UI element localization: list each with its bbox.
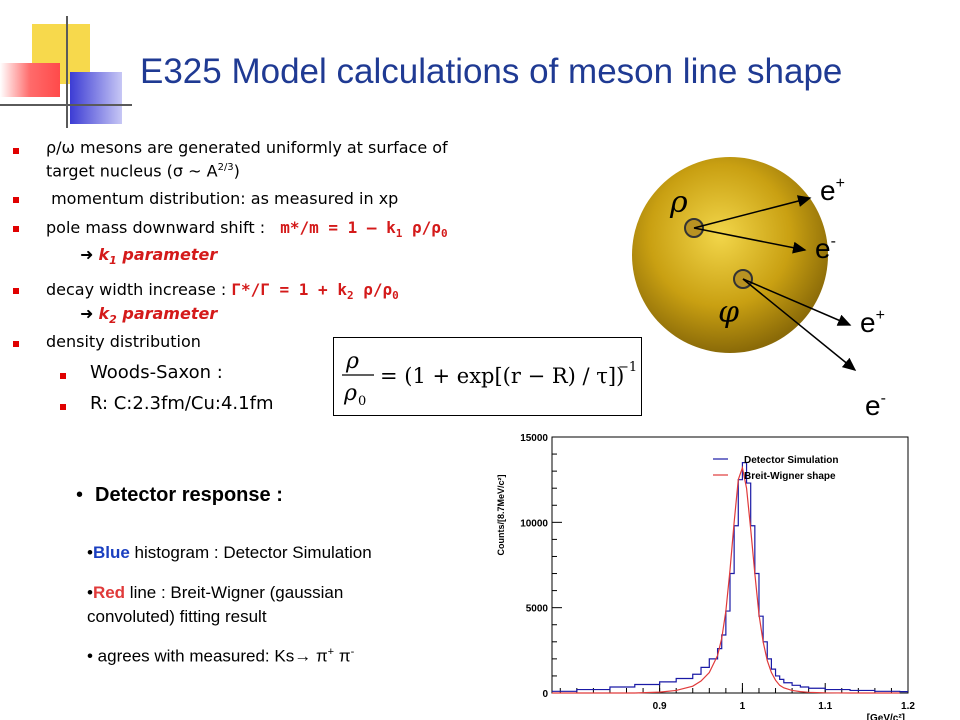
sub-bullet-marker: [60, 404, 66, 410]
x-axis-label: [GeV/c²]: [867, 713, 905, 720]
formula-numerator: ρ: [345, 349, 359, 374]
fit-curve-series: [552, 465, 900, 694]
mass-spectrum-chart: 0 5000 10000 15000 0.9 1 1.1 1.2 Counts/[8.7MeV/…: [496, 433, 915, 720]
arrow-right-icon: ➜: [80, 304, 94, 323]
deco-vertical-line: [66, 16, 68, 128]
deco-red-block: [0, 63, 60, 97]
formula-denominator: ρ: [343, 381, 357, 406]
positron-label-1: e+: [820, 175, 845, 206]
decay-arrow: [693, 195, 812, 229]
bullet-marker: [13, 288, 19, 294]
slide-title: E325 Model calculations of meson line sh…: [140, 52, 843, 91]
arrow-right-icon: →: [294, 646, 312, 666]
decay-arrow: [693, 227, 807, 254]
y-tick-label: 15000: [520, 433, 548, 444]
x-tick-label: 1: [740, 701, 746, 712]
bullet-pole-mass: pole mass downward shift : m*/m = 1 – k1…: [46, 218, 448, 241]
x-tick-label: 1.1: [818, 701, 832, 712]
formula-denominator-sub: 0: [358, 394, 366, 409]
decay-width-formula: Γ*/Γ = 1 + k2 ρ/ρ0: [231, 280, 399, 303]
k1-parameter-line: ➜ k1 parameter: [80, 245, 218, 268]
arrow-right-icon: ➜: [80, 245, 94, 264]
detector-heading: • Detector response :: [76, 484, 283, 506]
bullet-marker: [13, 226, 19, 232]
detector-line-blue: •Blue histogram : Detector Simulation: [87, 543, 372, 562]
nucleus-decay-diagram: ρ φ e+ e- e+ e-: [632, 157, 886, 421]
sub-bullet-woods-saxon: Woods-Saxon :: [90, 362, 223, 383]
formula-rhs: = (1 + exp[(r − R) / τ]): [380, 364, 624, 388]
bullet-decay-width: decay width increase : Γ*/Γ = 1 + k2 ρ/ρ…: [46, 280, 399, 303]
histogram-series: [552, 462, 908, 693]
decay-arrow: [742, 278, 857, 371]
bullet-marker: [13, 197, 19, 203]
y-tick-label: 5000: [526, 604, 549, 615]
deco-horizontal-line: [0, 104, 132, 106]
detector-line-red: •Red line : Breit-Wigner (gaussian: [87, 583, 344, 602]
legend-label: Detector Simulation: [744, 455, 838, 466]
woods-saxon-formula-box: ρ ρ 0 = (1 + exp[(r − R) / τ]) −1: [333, 337, 642, 416]
sub-bullet-radius: R: C:2.3fm/Cu:4.1fm: [90, 393, 274, 414]
bullet-density: density distribution: [46, 332, 201, 351]
detector-line-ks: • agrees with measured: Ks→ π+ π-: [87, 646, 355, 666]
phi-label: φ: [718, 295, 739, 330]
positron-label-2: e+: [860, 307, 885, 338]
y-axis-label: Counts/[8.7MeV/c²]: [496, 474, 506, 555]
electron-label-1: e-: [815, 233, 836, 264]
bullet-marker: [13, 148, 19, 154]
electron-label-2: e-: [865, 390, 886, 421]
deco-blue-block: [70, 72, 122, 124]
k2-parameter-line: ➜ k2 parameter: [80, 304, 218, 327]
x-tick-label: 0.9: [653, 701, 667, 712]
y-tick-label: 0: [542, 689, 548, 700]
y-tick-label: 10000: [520, 518, 548, 529]
sub-bullet-marker: [60, 373, 66, 379]
detector-line-fit: convoluted) fitting result: [87, 607, 267, 626]
rho-label: ρ: [669, 185, 688, 220]
bullet-momentum: momentum distribution: as measured in xp: [46, 189, 399, 208]
bullet-generation: ρ/ω mesons are generated uniformly at su…: [46, 138, 448, 181]
formula-exponent: −1: [618, 360, 637, 375]
x-tick-label: 1.2: [901, 701, 915, 712]
bullet-marker: [13, 341, 19, 347]
legend-label: Breit-Wigner shape: [744, 471, 836, 482]
woods-saxon-formula: ρ ρ 0 = (1 + exp[(r − R) / τ]) −1: [342, 349, 637, 409]
rho-omega-symbol: ρ/ω: [46, 138, 75, 157]
decay-arrow: [742, 278, 852, 326]
pole-mass-formula: m*/m = 1 – k1 ρ/ρ0: [280, 218, 448, 241]
